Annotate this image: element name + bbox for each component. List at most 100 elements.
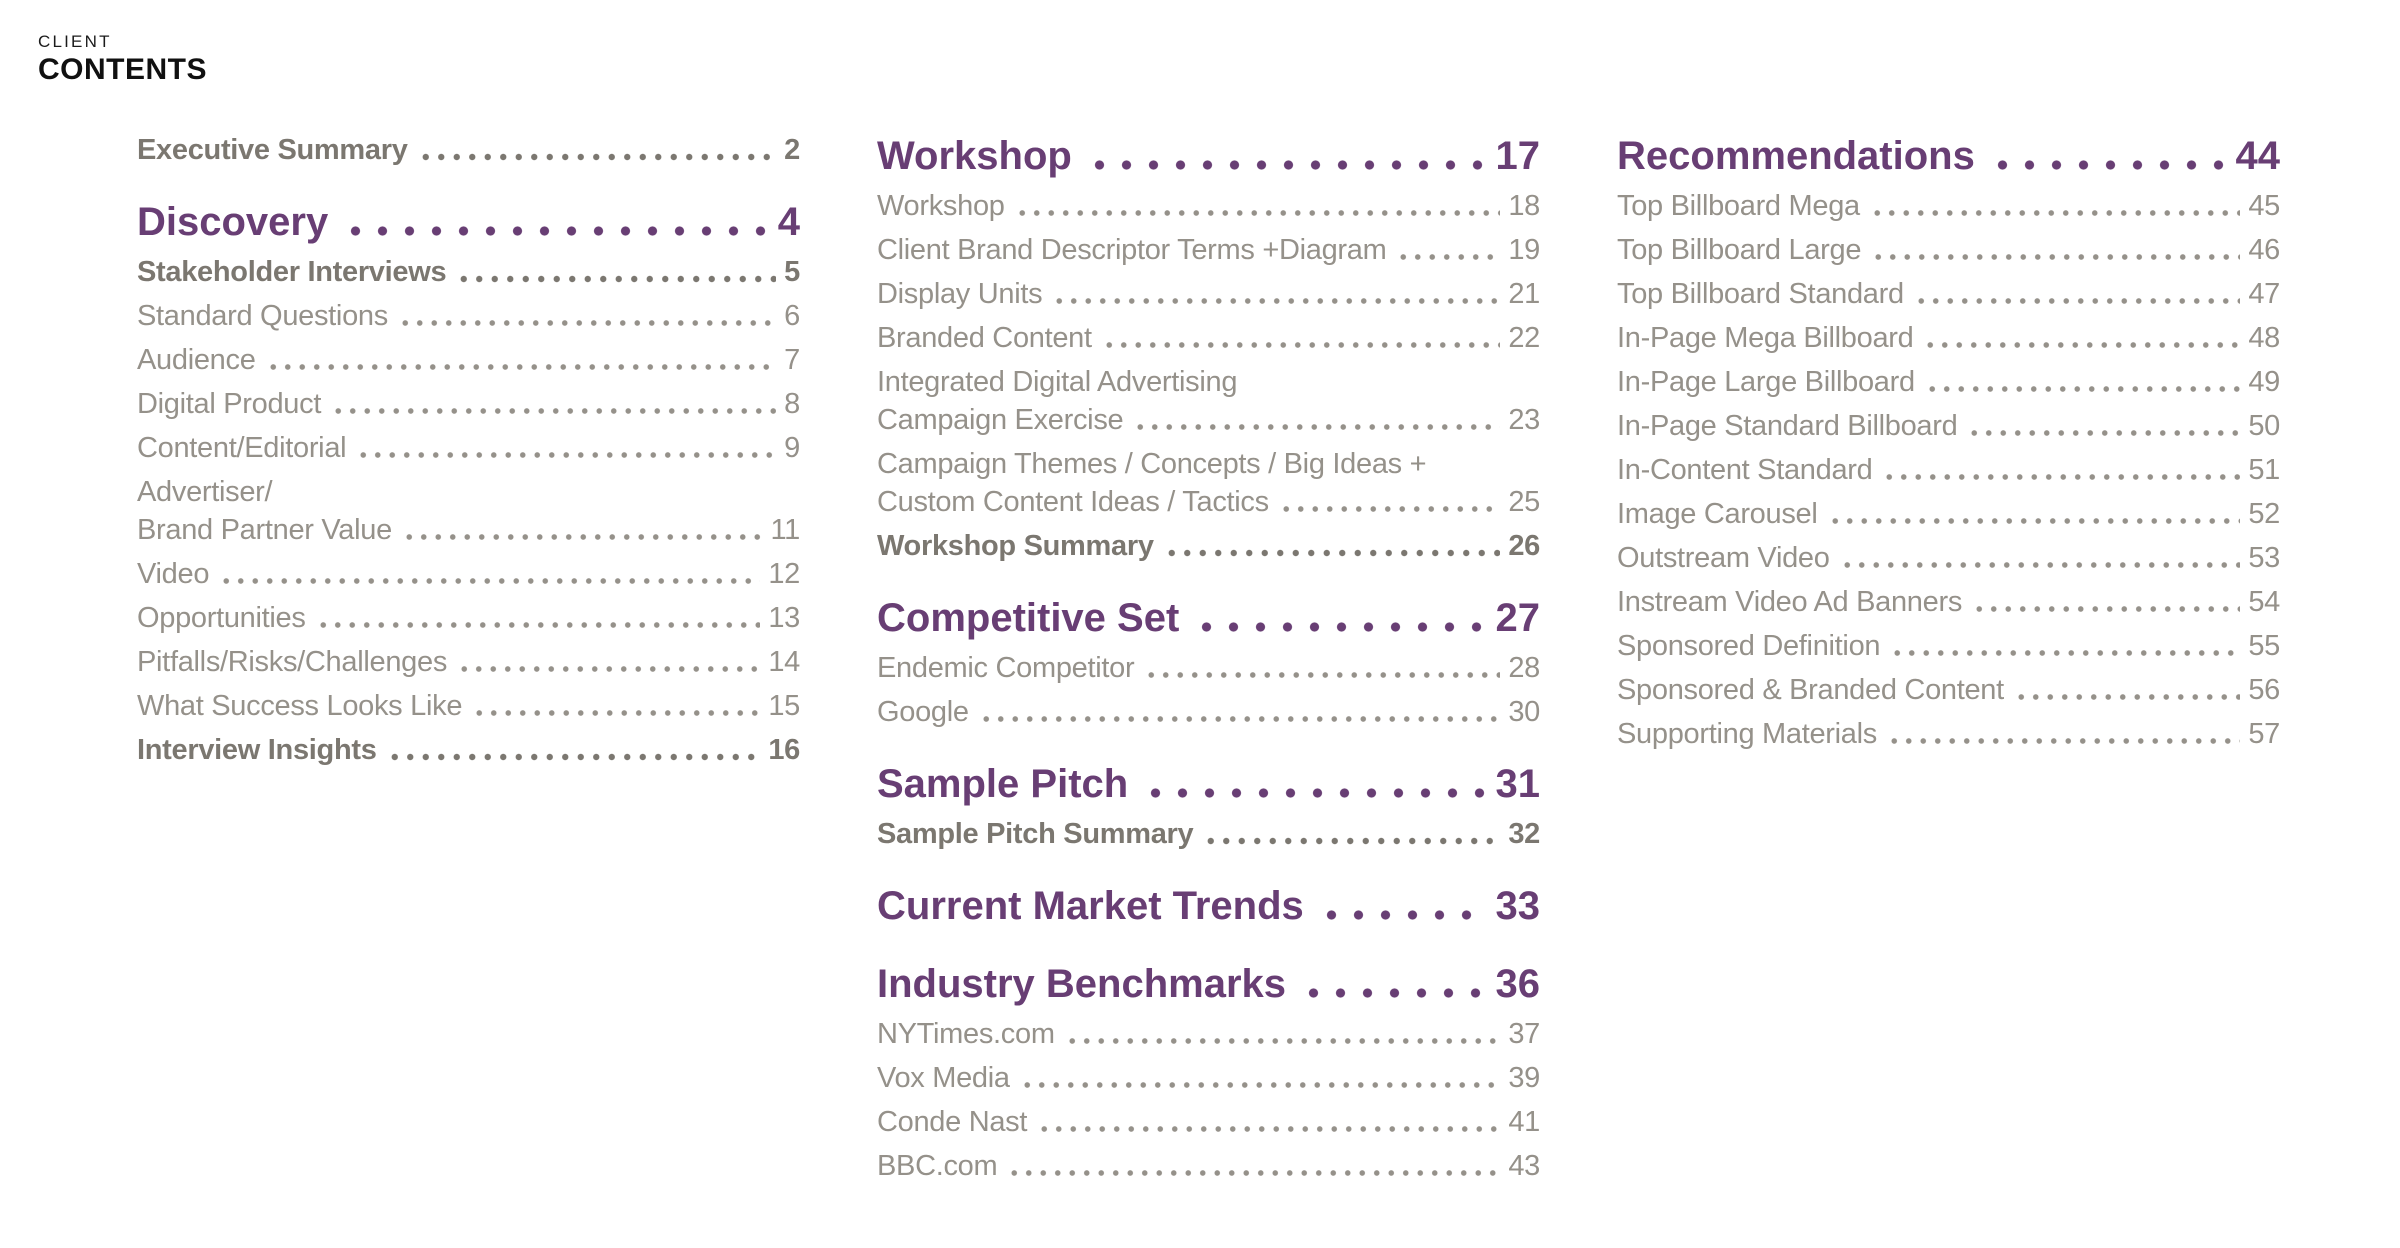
toc-entry-page: 23 [1508,404,1540,436]
toc-entry-page: 26 [1508,530,1540,562]
toc-entry[interactable]: Digital Product 8 [137,382,800,426]
toc-entry[interactable]: Outstream Video 53 [1617,536,2280,580]
toc-entry[interactable]: Campaign Exercise 23 [877,398,1540,442]
toc-entry-label: NYTimes.com [877,1018,1055,1050]
toc-entry-page: 47 [2248,278,2280,310]
toc-entry[interactable]: Video 12 [137,552,800,596]
toc-entry[interactable]: Client Brand Descriptor Terms +Diagram 19 [877,228,1540,272]
toc-entry[interactable]: Standard Questions 6 [137,294,800,338]
toc-section-heading[interactable]: Industry Benchmarks 36 [877,956,1540,1012]
toc-entry[interactable]: Interview Insights 16 [137,728,800,772]
toc-entry[interactable]: Sponsored & Branded Content 56 [1617,668,2280,712]
toc-entry-label: Conde Nast [877,1106,1028,1138]
toc-entry-label: Stakeholder Interviews [137,256,447,288]
toc-entry-page: 50 [2248,410,2280,442]
toc-entry-label: Campaign Exercise [877,404,1124,436]
toc-entry-label: Content/Editorial [137,432,347,464]
toc-entry[interactable]: In-Page Large Billboard 49 [1617,360,2280,404]
toc-entry[interactable]: Sample Pitch Summary 32 [877,812,1540,856]
table-of-contents: Executive Summary 2 Discovery 4 Stakeholder … [137,128,2280,1188]
toc-entry[interactable]: Vox Media 39 [877,1056,1540,1100]
toc-entry-label: Advertiser/ [137,476,273,508]
toc-entry[interactable]: Brand Partner Value 11 [137,508,800,552]
toc-section-heading[interactable]: Recommendations 44 [1617,128,2280,184]
toc-entry[interactable]: In-Page Mega Billboard 48 [1617,316,2280,360]
toc-entry[interactable]: Supporting Materials 57 [1617,712,2280,756]
toc-entry[interactable]: In-Page Standard Billboard 50 [1617,404,2280,448]
toc-entry[interactable]: Executive Summary 2 [137,128,800,172]
toc-entry-page: 52 [2248,498,2280,530]
toc-entry[interactable]: Image Carousel 52 [1617,492,2280,536]
toc-entry-page: 41 [1508,1106,1540,1138]
toc-entry[interactable]: Instream Video Ad Banners 54 [1617,580,2280,624]
dot-leader [1882,473,2241,481]
toc-entry[interactable]: Top Billboard Mega 45 [1617,184,2280,228]
toc-entry-label: Google [877,696,969,728]
toc-entry[interactable]: Content/Editorial 9 [137,426,800,470]
toc-entry[interactable]: Endemic Competitor 28 [877,646,1540,690]
toc-entry-label: Pitfalls/Risks/Challenges [137,646,448,678]
dot-leader [472,709,761,717]
toc-entry-label: Workshop Summary [877,530,1154,562]
dot-leader [1317,910,1486,920]
toc-entry-page: 46 [2248,234,2280,266]
toc-entry-page: 39 [1508,1062,1540,1094]
dot-leader [417,153,777,161]
toc-entry-label: Branded Content [877,322,1092,354]
toc-entry-page: 43 [1508,1150,1540,1182]
dot-leader [1972,605,2241,613]
toc-entry-page: 37 [1508,1018,1540,1050]
dot-leader [1827,517,2241,525]
toc-entry[interactable]: Pitfalls/Risks/Challenges 14 [137,640,800,684]
toc-section-heading-page: 4 [777,200,800,244]
toc-entry[interactable]: Sponsored Definition 55 [1617,624,2280,668]
toc-entry[interactable]: Google 30 [877,690,1540,734]
toc-entry[interactable]: Advertiser/ [137,470,800,514]
toc-entry[interactable]: Integrated Digital Advertising [877,360,1540,404]
toc-entry[interactable]: Top Billboard Large 46 [1617,228,2280,272]
toc-section-heading[interactable]: Sample Pitch 31 [877,756,1540,812]
toc-section-heading[interactable]: Discovery 4 [137,194,800,250]
toc-entry-page: 54 [2248,586,2280,618]
toc-entry-label: Top Billboard Mega [1617,190,1860,222]
toc-section-heading[interactable]: Competitive Set 27 [877,590,1540,646]
toc-entry-page: 15 [768,690,800,722]
toc-entry[interactable]: Opportunities 13 [137,596,800,640]
toc-entry-label: Outstream Video [1617,542,1830,574]
toc-entry[interactable]: NYTimes.com 37 [877,1012,1540,1056]
toc-entry-label: Opportunities [137,602,306,634]
toc-entry[interactable]: Display Units 21 [877,272,1540,316]
dot-leader [1101,341,1501,349]
toc-section-heading-page: 33 [1495,884,1541,928]
toc-entry-label: Instream Video Ad Banners [1617,586,1963,618]
toc-entry[interactable]: Custom Content Ideas / Tactics 25 [877,480,1540,524]
toc-section-heading[interactable]: Current Market Trends 33 [877,878,1540,934]
toc-entry[interactable]: What Success Looks Like 15 [137,684,800,728]
dot-leader [1278,505,1501,513]
toc-section-heading[interactable]: Workshop 17 [877,128,1540,184]
toc-entry-label: Vox Media [877,1062,1010,1094]
toc-entry-page: 22 [1508,322,1540,354]
dot-leader [1064,1037,1501,1045]
toc-entry[interactable]: Conde Nast 41 [877,1100,1540,1144]
dot-leader [401,533,763,541]
toc-entry-page: 18 [1508,190,1540,222]
toc-entry[interactable]: In-Content Standard 51 [1617,448,2280,492]
toc-section-heading-label: Recommendations [1617,134,1975,178]
toc-entry[interactable]: Workshop 18 [877,184,1540,228]
toc-entry-page: 28 [1508,652,1540,684]
toc-entry-label: Campaign Themes / Concepts / Big Ideas + [877,448,1427,480]
toc-entry-label: Top Billboard Large [1617,234,1862,266]
toc-entry[interactable]: Branded Content 22 [877,316,1540,360]
page-title: CONTENTS [38,53,207,86]
toc-entry[interactable]: Workshop Summary 26 [877,524,1540,568]
toc-entry[interactable]: Campaign Themes / Concepts / Big Ideas + [877,442,1540,486]
toc-entry[interactable]: Audience 7 [137,338,800,382]
toc-entry[interactable]: Top Billboard Standard 47 [1617,272,2280,316]
toc-entry[interactable]: BBC.com 43 [877,1144,1540,1188]
toc-entry[interactable]: Stakeholder Interviews 5 [137,250,800,294]
toc-section-heading-label: Competitive Set [877,596,1180,640]
toc-entry-label: Sponsored Definition [1617,630,1881,662]
toc-column-3: Recommendations 44 Top Billboard Mega 45 Top… [1617,128,2280,1188]
toc-section-heading-page: 36 [1495,962,1541,1006]
